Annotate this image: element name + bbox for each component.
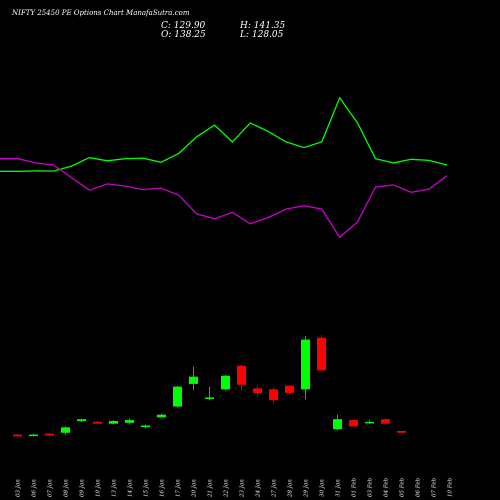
candle-body xyxy=(157,414,166,418)
candle xyxy=(29,433,38,437)
candle xyxy=(381,418,390,424)
candle-body xyxy=(93,421,102,424)
x-tick-label: 29 Jan xyxy=(304,479,310,498)
candle xyxy=(269,387,278,403)
candle xyxy=(141,424,150,429)
close-value: C: 129.90 xyxy=(161,21,206,31)
candle xyxy=(13,433,22,437)
candle xyxy=(253,385,262,397)
candle-body xyxy=(141,425,150,428)
x-tick-label: 07 Jan xyxy=(48,479,54,497)
x-tick-label: 16 Jan xyxy=(160,479,166,497)
x-tick-label: 06 Feb xyxy=(416,477,422,497)
x-tick-label: 31 Jan xyxy=(336,479,342,497)
open-value: O: 138.25 xyxy=(161,30,206,40)
candle xyxy=(349,420,358,427)
candle xyxy=(301,335,310,400)
candle-body xyxy=(365,421,374,424)
indicator-line xyxy=(0,158,448,239)
candle-body xyxy=(333,419,342,430)
x-tick-label: 10 Feb xyxy=(448,477,454,497)
x-tick-label: 24 Jan xyxy=(256,479,262,498)
x-tick-label: 23 Jan xyxy=(240,479,246,498)
candle-body xyxy=(253,388,262,393)
candle xyxy=(285,384,294,395)
x-tick-label: 13 Jan xyxy=(112,479,118,497)
candle xyxy=(237,364,246,391)
x-tick-label: 07 Feb xyxy=(432,477,438,497)
candle xyxy=(93,421,102,424)
candle xyxy=(45,432,54,436)
candle xyxy=(221,374,230,391)
candle-body xyxy=(381,419,390,424)
candle-body xyxy=(237,365,246,385)
candle-body xyxy=(317,337,326,371)
high-value: H: 141.35 xyxy=(240,21,286,31)
candle xyxy=(365,420,374,424)
candle-body xyxy=(189,376,198,384)
candle-body xyxy=(301,339,310,390)
candle-body xyxy=(173,386,182,407)
x-tick-label: 21 Jan xyxy=(208,479,214,498)
x-tick-label: 14 Jan xyxy=(128,479,134,497)
candle-body xyxy=(61,427,70,433)
candle-body xyxy=(397,430,406,433)
candle-body xyxy=(77,419,86,421)
x-tick-label: 30 Jan xyxy=(320,479,326,497)
candle-body xyxy=(109,421,118,424)
candle xyxy=(189,366,198,391)
candle-body xyxy=(13,434,22,437)
candle-body xyxy=(205,397,214,399)
indicator-lines xyxy=(0,96,448,239)
x-tick-label: 04 Feb xyxy=(384,477,390,497)
candle-body xyxy=(125,420,134,423)
candle xyxy=(205,386,214,401)
candle xyxy=(317,335,326,371)
candle-body xyxy=(45,433,54,436)
candle-body xyxy=(29,434,38,437)
x-tick-label: 05 Feb xyxy=(400,477,406,497)
x-tick-label: 22 Jan xyxy=(224,479,230,498)
candle-body xyxy=(221,375,230,390)
candle xyxy=(173,385,182,408)
x-tick-label: 28 Jan xyxy=(288,479,294,498)
x-tick-label: 03 Feb xyxy=(368,477,374,497)
candle-body xyxy=(349,420,358,427)
x-tick-label: 10 Jan xyxy=(96,479,102,497)
candle xyxy=(157,413,166,418)
x-axis-labels: 03 Jan 06 Jan 07 Jan 08 Jan 09 Jan 10 Jan 13 J… xyxy=(16,477,454,498)
x-tick-label: 27 Jan xyxy=(272,479,278,498)
x-tick-label: 08 Jan xyxy=(64,479,70,497)
candle xyxy=(109,420,118,425)
candle xyxy=(77,419,86,422)
x-tick-label: 03 Jan xyxy=(16,479,22,497)
indicator-line xyxy=(0,96,448,172)
candle xyxy=(125,418,134,424)
x-tick-label: 17 Jan xyxy=(176,479,182,497)
x-tick-label: 15 Jan xyxy=(144,479,150,497)
x-tick-label: 06 Jan xyxy=(32,479,38,497)
chart-title: NIFTY 25450 PE Options Chart ManafaSutra… xyxy=(12,9,190,17)
x-tick-label: 09 Jan xyxy=(80,479,86,497)
candle xyxy=(333,414,342,431)
low-value: L: 128.05 xyxy=(240,30,284,40)
candle xyxy=(397,430,406,433)
x-tick-label: 01 Feb xyxy=(352,477,358,497)
candle-body xyxy=(285,385,294,393)
candle-body xyxy=(269,389,278,401)
candles xyxy=(13,335,406,437)
x-tick-label: 20 Jan xyxy=(192,479,198,498)
candle xyxy=(61,426,70,435)
